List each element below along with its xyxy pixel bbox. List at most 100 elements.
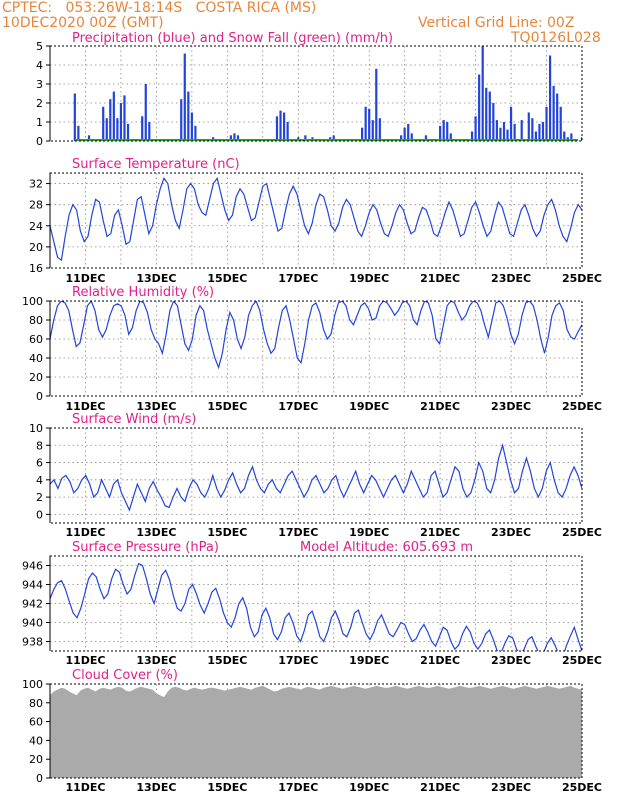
y-tick-label: 28 <box>29 199 43 212</box>
precip-bar <box>613 133 615 141</box>
y-tick-label: 0 <box>36 508 43 521</box>
cloud-cover-area <box>50 685 582 778</box>
x-tick-label: 17DEC <box>278 526 318 539</box>
x-tick-label: 25DEC <box>562 654 602 667</box>
precip-bar <box>375 68 378 141</box>
precip-bar <box>279 110 282 141</box>
precip-bar <box>378 118 381 141</box>
y-tick-label: 5 <box>36 40 43 53</box>
precip-bar <box>470 131 474 141</box>
y-tick-label: 942 <box>22 598 43 611</box>
panel-1 <box>46 45 615 142</box>
y-tick-label: 8 <box>36 439 43 452</box>
precip-bar <box>87 135 91 141</box>
x-tick-label: 17DEC <box>278 272 318 285</box>
series-line <box>50 442 582 512</box>
precip-bar <box>592 111 594 141</box>
y-tick-label: 2 <box>36 97 43 110</box>
x-tick-label: 21DEC <box>420 526 460 539</box>
x-tick-label: 15DEC <box>207 272 247 285</box>
precip-bar <box>148 122 151 141</box>
series-line <box>50 301 582 370</box>
panel-3 <box>46 300 583 397</box>
precip-bar <box>105 118 108 141</box>
panel-title: Cloud Cover (%) <box>72 668 178 683</box>
y-tick-label: 24 <box>29 220 43 233</box>
precip-bar <box>531 118 534 141</box>
x-tick-label: 13DEC <box>136 654 176 667</box>
y-tick-label: 100 <box>22 295 43 308</box>
precip-bar <box>502 122 506 141</box>
header-date: 10DEC2020 00Z (GMT) <box>2 15 164 31</box>
y-tick-label: 20 <box>29 753 43 766</box>
precip-bar <box>361 127 364 141</box>
precip-bar <box>588 116 590 141</box>
y-tick-label: 938 <box>22 636 43 649</box>
precip-bar <box>187 91 190 141</box>
panel-6 <box>46 683 583 779</box>
precip-bar <box>488 91 491 141</box>
x-tick-label: 11DEC <box>65 526 105 539</box>
header-model-code: TQ0126L028 <box>511 30 601 46</box>
precip-bar <box>236 135 240 141</box>
y-tick-label: 6 <box>36 457 43 470</box>
precip-bar <box>126 123 130 141</box>
x-tick-label: 15DEC <box>207 400 247 413</box>
header-grid-info: Vertical Grid Line: 00Z <box>418 15 575 31</box>
x-tick-label: 11DEC <box>65 272 105 285</box>
precip-bar <box>364 106 367 141</box>
precip-bar <box>194 125 197 141</box>
x-tick-label: 23DEC <box>491 781 531 794</box>
x-tick-label: 19DEC <box>349 400 389 413</box>
x-tick-label: 13DEC <box>136 272 176 285</box>
y-tick-label: 3 <box>36 78 43 91</box>
precip-bar <box>73 93 76 141</box>
precip-bar <box>424 135 428 141</box>
y-tick-label: 0 <box>36 135 43 148</box>
precip-bar <box>548 55 552 141</box>
precip-bar <box>233 133 236 141</box>
precip-bar <box>556 93 559 141</box>
panel-frame <box>49 300 583 397</box>
x-tick-label: 23DEC <box>491 526 531 539</box>
precip-bar <box>190 112 193 141</box>
x-tick-label: 23DEC <box>491 654 531 667</box>
precip-bar <box>446 122 449 141</box>
x-tick-label: 23DEC <box>491 272 531 285</box>
x-tick-label: 11DEC <box>65 781 105 794</box>
panel-title: Surface Pressure (hPa) <box>72 540 219 555</box>
precip-bar <box>538 123 541 141</box>
x-tick-label: 11DEC <box>65 400 105 413</box>
precip-bar <box>109 99 112 141</box>
precip-bar <box>275 116 279 141</box>
panel-frame <box>49 427 583 524</box>
x-tick-label: 15DEC <box>207 654 247 667</box>
precip-bar <box>492 103 495 141</box>
y-tick-label: 40 <box>29 352 43 365</box>
series-line <box>50 562 582 651</box>
precip-bar <box>449 133 452 141</box>
y-tick-label: 32 <box>29 178 43 191</box>
precip-bar <box>559 106 562 141</box>
x-tick-label: 17DEC <box>278 400 318 413</box>
x-tick-label: 25DEC <box>562 272 602 285</box>
x-tick-label: 23DEC <box>491 400 531 413</box>
header-station: CPTEC: 053:26W-18:14S COSTA RICA (MS) <box>2 0 317 16</box>
panel-5 <box>46 555 583 652</box>
precip-bar <box>545 106 548 141</box>
precip-bar <box>371 120 374 141</box>
x-tick-label: 17DEC <box>278 654 318 667</box>
y-tick-label: 944 <box>22 579 43 592</box>
precip-bar <box>403 127 406 141</box>
precip-bar <box>332 135 335 141</box>
precip-bar <box>527 112 530 141</box>
series-line <box>50 176 582 262</box>
y-tick-label: 100 <box>22 678 43 691</box>
precip-bar <box>112 91 115 141</box>
x-tick-label: 13DEC <box>136 781 176 794</box>
precip-bar <box>481 46 484 141</box>
precip-bar <box>580 137 582 141</box>
precip-bar <box>144 84 147 141</box>
y-tick-label: 940 <box>22 617 43 630</box>
precip-bar <box>541 122 545 141</box>
